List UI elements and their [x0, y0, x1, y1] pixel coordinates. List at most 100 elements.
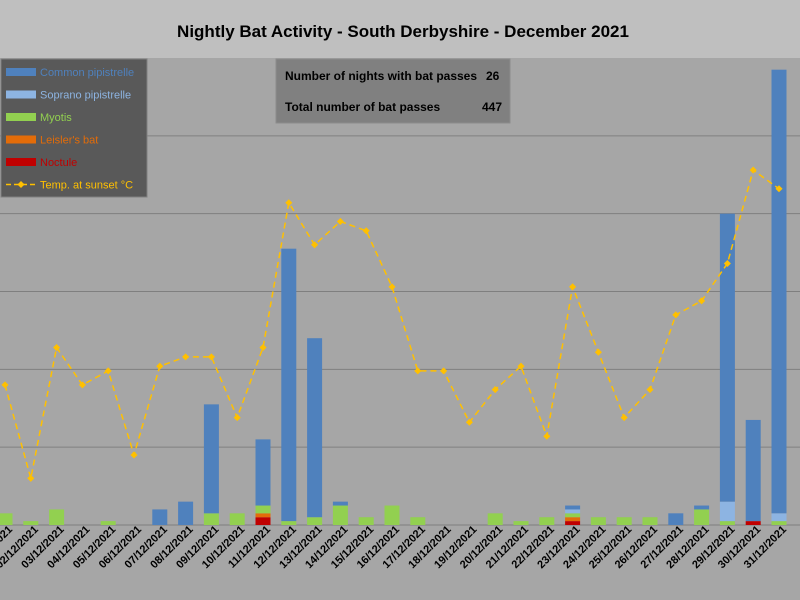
temp-point — [311, 241, 319, 249]
temp-point — [594, 348, 602, 356]
temp-point — [336, 217, 344, 225]
legend-label: Myotis — [40, 112, 72, 124]
stats-background — [275, 58, 511, 124]
legend-label: Leisler's bat — [40, 135, 98, 147]
nights-value: 26 — [486, 69, 500, 83]
bar-segment — [642, 517, 658, 525]
bar-segment — [358, 517, 374, 525]
temp-point — [723, 259, 731, 268]
temp-point — [259, 344, 267, 352]
temp-point — [362, 227, 370, 235]
legend-swatch — [6, 158, 36, 166]
bar-segment — [590, 517, 606, 525]
bar-segment — [307, 338, 323, 518]
temp-point — [285, 199, 293, 207]
temp-point — [388, 283, 396, 291]
temp-point — [207, 353, 215, 361]
legend-swatch — [6, 68, 36, 76]
bar-segment — [745, 521, 761, 525]
legend-swatch — [6, 135, 36, 144]
total-label: Total number of bat passes — [285, 100, 440, 114]
legend-label: Common pipistrelle — [40, 67, 134, 79]
bar-segment — [694, 509, 710, 525]
bars — [0, 69, 787, 525]
legend: Common pipistrelle Soprano pipistrelle Myo… — [0, 58, 148, 198]
temp-point — [156, 362, 164, 370]
legend-label: Noctule — [40, 157, 77, 169]
bar-segment — [255, 517, 271, 525]
bar-segment — [332, 505, 348, 525]
bar-segment — [178, 501, 194, 525]
temp-point — [620, 414, 628, 422]
bar-segment — [203, 513, 219, 525]
bar-segment — [565, 509, 581, 514]
bar-segment — [229, 513, 245, 525]
temp-point — [543, 432, 551, 440]
bar-segment — [745, 419, 761, 522]
bar-segment — [694, 505, 710, 510]
bar-segment — [539, 517, 555, 525]
nights-label: Number of nights with bat passes — [285, 69, 477, 83]
temp-point — [517, 362, 525, 370]
bar-segment — [307, 517, 323, 525]
legend-line-marker — [17, 180, 25, 189]
temp-point — [465, 418, 473, 426]
legend-swatch — [6, 90, 36, 99]
temp-point — [491, 386, 499, 394]
temp-point — [53, 344, 61, 352]
bar-segment — [100, 521, 116, 525]
bar-segment — [565, 513, 581, 518]
temp-point — [775, 185, 783, 193]
bar-segment — [565, 517, 581, 522]
bar-segment — [719, 213, 735, 502]
legend-label: Soprano pipistrelle — [40, 90, 131, 102]
temp-point — [130, 451, 138, 459]
bar-segment — [49, 509, 65, 525]
temp-point — [233, 414, 241, 422]
bar-segment — [771, 513, 787, 522]
bar-segment — [616, 517, 632, 525]
bar-segment — [255, 439, 271, 506]
title-bar — [0, 0, 800, 58]
bar-segment — [384, 505, 400, 525]
bar-segment — [719, 501, 735, 522]
temp-point — [646, 386, 654, 394]
temp-point — [104, 367, 112, 375]
temp-point — [440, 367, 448, 375]
chart-title: Nightly Bat Activity - South Derbyshire … — [177, 22, 629, 41]
legend-box — [0, 58, 148, 198]
temp-point — [78, 381, 86, 389]
temp-point — [698, 297, 706, 305]
bar-segment — [332, 501, 348, 506]
bar-segment — [771, 69, 787, 514]
temp-point — [1, 381, 9, 389]
bar-segment — [565, 505, 581, 510]
bar-segment — [487, 513, 503, 525]
bar-segment — [565, 521, 581, 525]
bar-segment — [281, 521, 297, 525]
bar-segment — [255, 513, 271, 518]
bar-segment — [23, 521, 39, 525]
temp-point — [414, 367, 422, 375]
bar-segment — [719, 521, 735, 525]
bar-segment — [771, 521, 787, 525]
stats-box: Number of nights with bat passes 26 Tota… — [275, 58, 511, 124]
bar-segment — [0, 513, 13, 525]
bar-segment — [152, 509, 168, 525]
bar-segment — [668, 513, 684, 525]
bar-segment — [281, 248, 297, 522]
bar-segment — [410, 517, 426, 525]
temp-point — [749, 166, 757, 174]
temp-point — [672, 311, 680, 319]
legend-swatch — [6, 113, 36, 121]
temperature-line — [1, 166, 783, 482]
temp-point — [27, 474, 35, 482]
bar-segment — [255, 505, 271, 514]
temp-point — [569, 283, 577, 291]
temp-point — [182, 353, 190, 361]
total-value: 447 — [482, 100, 502, 114]
legend-label: Temp. at sunset °C — [40, 180, 133, 192]
bar-segment — [203, 404, 219, 514]
bar-segment — [513, 521, 529, 525]
